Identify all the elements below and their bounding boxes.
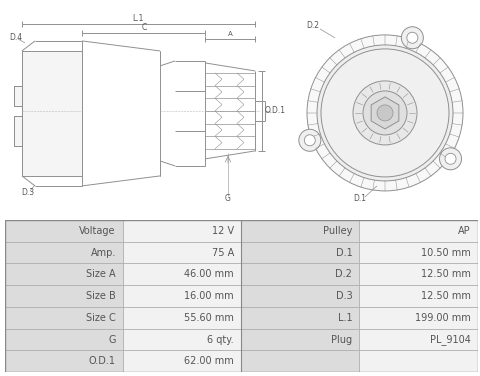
Circle shape (401, 27, 423, 49)
Circle shape (321, 49, 449, 177)
Text: 62.00 mm: 62.00 mm (184, 356, 234, 366)
Text: 46.00 mm: 46.00 mm (184, 269, 234, 279)
Text: O.D.1: O.D.1 (264, 106, 286, 115)
Bar (360, 350, 478, 372)
Bar (123, 329, 241, 350)
Text: 12 V: 12 V (212, 226, 234, 236)
Bar (123, 350, 241, 372)
Text: Size C: Size C (86, 313, 116, 323)
Text: A: A (228, 31, 232, 37)
Text: Pulley: Pulley (323, 226, 352, 236)
Bar (5, 329, 123, 350)
Bar (5, 264, 123, 285)
Text: 12.50 mm: 12.50 mm (420, 269, 470, 279)
Bar (5, 285, 123, 307)
Text: D.1: D.1 (353, 194, 367, 203)
Circle shape (407, 32, 418, 43)
Text: O.D.1: O.D.1 (89, 356, 116, 366)
Bar (5, 350, 123, 372)
Circle shape (377, 105, 393, 121)
Text: 12.50 mm: 12.50 mm (420, 291, 470, 301)
Text: 6 qty.: 6 qty. (207, 335, 234, 345)
Text: D.2: D.2 (336, 269, 352, 279)
Text: L.1: L.1 (132, 14, 144, 23)
Bar (22, 51, 82, 176)
Bar (241, 307, 360, 329)
Polygon shape (371, 97, 399, 129)
Text: D.2: D.2 (307, 21, 320, 30)
Bar (241, 242, 360, 264)
Text: Voltage: Voltage (79, 226, 116, 236)
Text: G: G (225, 194, 231, 203)
Bar (5, 242, 123, 264)
Circle shape (307, 35, 463, 191)
Bar (14, 86, 22, 106)
Circle shape (304, 135, 315, 146)
Bar (360, 242, 478, 264)
Bar (360, 307, 478, 329)
Circle shape (440, 148, 462, 170)
Text: 75 A: 75 A (212, 247, 234, 258)
Circle shape (299, 129, 321, 151)
Text: 55.60 mm: 55.60 mm (184, 313, 234, 323)
Circle shape (445, 153, 456, 164)
Bar (360, 329, 478, 350)
Bar (360, 285, 478, 307)
Bar (5, 307, 123, 329)
Text: Size A: Size A (86, 269, 116, 279)
Text: 199.00 mm: 199.00 mm (415, 313, 470, 323)
Bar (241, 350, 360, 372)
Bar (123, 285, 241, 307)
Bar (123, 220, 241, 242)
Text: L.1: L.1 (338, 313, 352, 323)
Circle shape (317, 45, 453, 181)
Text: Size B: Size B (86, 291, 116, 301)
Circle shape (353, 81, 417, 145)
Text: 16.00 mm: 16.00 mm (184, 291, 234, 301)
Text: 10.50 mm: 10.50 mm (421, 247, 470, 258)
Bar (360, 264, 478, 285)
Bar (5, 220, 123, 242)
Text: D.4: D.4 (10, 33, 23, 42)
Text: Amp.: Amp. (91, 247, 116, 258)
Text: D.3: D.3 (22, 188, 35, 197)
Text: D.1: D.1 (336, 247, 352, 258)
Bar (241, 264, 360, 285)
Bar (14, 116, 22, 146)
Bar (123, 307, 241, 329)
Text: D.3: D.3 (336, 291, 352, 301)
Bar (241, 285, 360, 307)
Text: PL_9104: PL_9104 (430, 334, 470, 345)
Bar (360, 220, 478, 242)
Bar (123, 242, 241, 264)
Text: Plug: Plug (331, 335, 352, 345)
Bar (241, 220, 360, 242)
Text: G: G (108, 335, 116, 345)
Bar (241, 329, 360, 350)
Bar (123, 264, 241, 285)
Circle shape (363, 91, 407, 135)
Text: AP: AP (458, 226, 470, 236)
Text: C: C (142, 23, 146, 32)
